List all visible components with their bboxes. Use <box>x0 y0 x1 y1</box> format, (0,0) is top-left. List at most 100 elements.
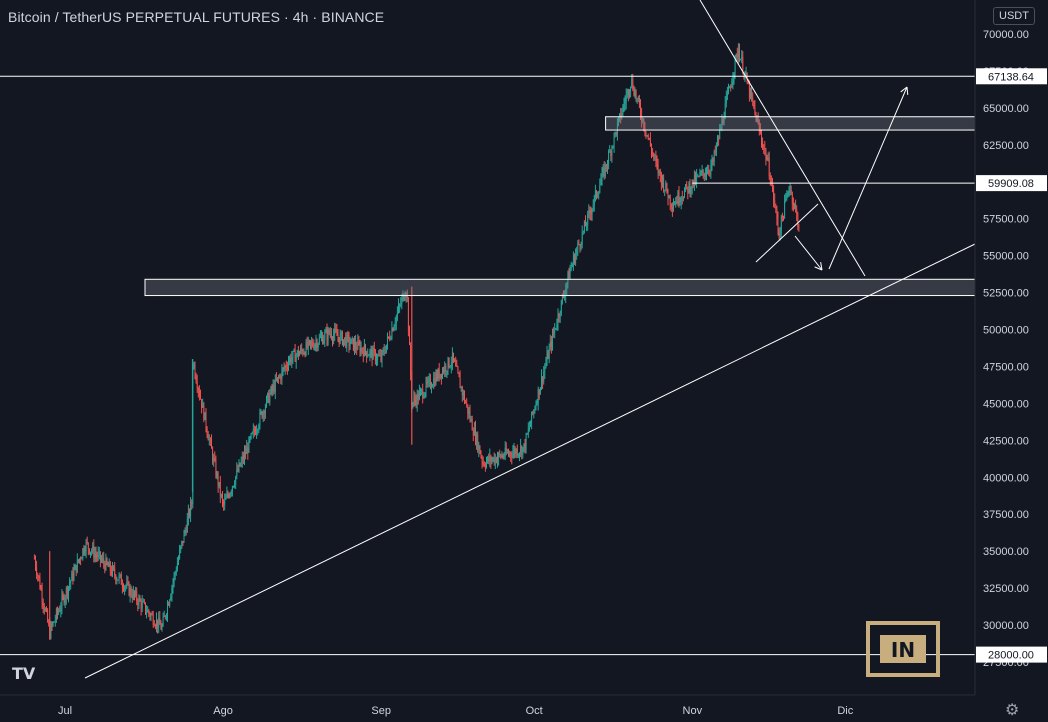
candle-body <box>147 610 149 613</box>
candle-body <box>94 553 96 558</box>
candle-body <box>488 456 490 462</box>
candle-body <box>348 336 350 346</box>
candle-body <box>473 427 475 436</box>
candle-body <box>731 82 733 88</box>
candle-body <box>343 339 344 345</box>
candle-body <box>490 455 492 462</box>
candle-body <box>790 189 792 193</box>
gear-icon[interactable]: ⚙ <box>1005 702 1020 719</box>
candle-body <box>180 545 182 550</box>
candle-body <box>393 326 395 331</box>
candle-body <box>403 293 405 300</box>
price-label: 67138.64 <box>988 71 1034 83</box>
candle-body <box>220 495 222 497</box>
candle-body <box>761 133 762 142</box>
candle-body <box>303 352 305 354</box>
candle-body <box>554 328 556 333</box>
candle-body <box>649 139 651 146</box>
candle-body <box>213 458 215 462</box>
candle-body <box>158 617 160 628</box>
candle-body <box>187 510 189 519</box>
candle-body <box>721 119 723 129</box>
candle-body <box>352 338 354 350</box>
candle-body <box>395 316 397 324</box>
candle-body <box>594 190 596 196</box>
candle-body <box>423 396 425 399</box>
candle-body <box>670 204 672 208</box>
candle-body <box>568 272 570 279</box>
candle-body <box>332 337 333 341</box>
candle-body <box>269 393 271 403</box>
candle-body <box>80 558 82 560</box>
candle-body <box>451 352 453 364</box>
candle-body <box>581 231 583 245</box>
candle-body <box>365 344 366 352</box>
candle-body <box>648 138 650 140</box>
candle-body <box>248 438 250 453</box>
candle-body <box>607 164 608 167</box>
candle-body <box>480 453 482 457</box>
currency-button[interactable]: USDT <box>993 7 1035 25</box>
candle-body <box>671 207 673 210</box>
candle-body <box>43 606 45 611</box>
candle-body <box>537 389 539 404</box>
candle-body <box>603 167 605 177</box>
candle-body <box>544 367 546 372</box>
candle-body <box>448 357 450 368</box>
candle-body <box>417 393 419 400</box>
candle-body <box>706 174 707 176</box>
candle-body <box>450 363 452 367</box>
candle-body <box>632 79 634 90</box>
candle-body <box>391 328 393 339</box>
candle-body <box>37 574 39 576</box>
candle-body <box>504 448 506 457</box>
candle-body <box>492 457 494 460</box>
y-tick-label: 55000.00 <box>983 251 1029 263</box>
candle-body <box>40 588 42 590</box>
candle-body <box>527 428 529 434</box>
candle-body <box>427 379 429 384</box>
candle-body <box>129 588 131 596</box>
candle-body <box>396 311 398 317</box>
candle-body <box>775 205 777 209</box>
candle-body <box>726 93 728 97</box>
candle-body <box>366 351 368 357</box>
candle-body <box>293 349 295 352</box>
candle-body <box>505 448 507 453</box>
candle-body <box>46 609 47 611</box>
candle-body <box>722 119 724 123</box>
candle-body <box>491 459 493 462</box>
candle-body <box>313 345 315 349</box>
candle-body <box>498 453 500 459</box>
candle-body <box>325 330 327 333</box>
candle-body <box>615 132 617 135</box>
candle-body <box>663 178 665 191</box>
candle-body <box>797 214 799 227</box>
candle-body <box>215 460 217 477</box>
candle-body <box>389 336 391 340</box>
candle-body <box>678 192 680 203</box>
candle-body <box>53 621 55 623</box>
candle-body <box>576 249 578 255</box>
candle-body <box>459 376 461 389</box>
candle-body <box>686 184 688 187</box>
candle-body <box>358 341 360 345</box>
candle-body <box>750 90 751 97</box>
y-tick-label: 37500.00 <box>983 509 1029 521</box>
candle-body <box>556 324 558 328</box>
candle-body <box>71 572 73 581</box>
candle-body <box>453 352 454 360</box>
candle-body <box>494 457 496 464</box>
candle-body <box>773 187 775 201</box>
candle-body <box>728 87 729 94</box>
candle-body <box>458 372 460 377</box>
candle-body <box>482 461 484 464</box>
candle-body <box>322 336 324 344</box>
candle-body <box>431 387 432 389</box>
candle-body <box>486 461 487 467</box>
candle-body <box>239 463 241 467</box>
candle-body <box>338 337 340 343</box>
candle-body <box>756 118 758 122</box>
